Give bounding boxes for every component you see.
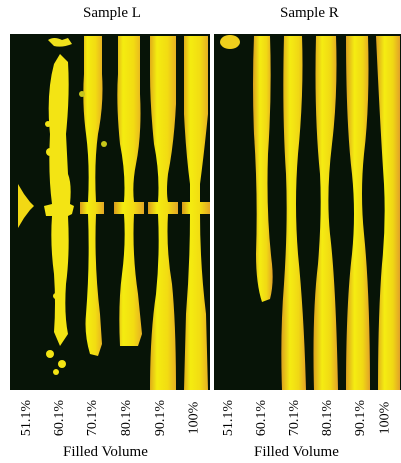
panel-divider: [210, 34, 214, 390]
fill-label-r-4: 80.1%: [320, 399, 336, 437]
specimen-70-l: [79, 36, 107, 356]
fill-label-l-1: 51.1%: [19, 399, 35, 437]
fill-label-l-3: 70.1%: [85, 399, 101, 437]
fill-label-l-4: 80.1%: [119, 399, 135, 437]
fill-label-l-6: 100%: [186, 401, 202, 435]
sample-l-axis-label: Filled Volume: [63, 444, 148, 460]
fill-label-r-1: 51.1%: [221, 399, 237, 437]
specimen-100-l: [182, 36, 210, 390]
sample-l-fill-panel: [10, 34, 210, 390]
fill-label-r-3: 70.1%: [287, 399, 303, 437]
specimen-60-r: [253, 36, 273, 302]
fill-label-r-6: 100%: [377, 401, 393, 435]
specimen-90-l: [148, 36, 178, 390]
fill-label-l-2: 60.1%: [52, 399, 68, 437]
specimen-60-l: [44, 38, 74, 375]
specimen-80-l: [114, 36, 144, 346]
specimen-51-l: [18, 184, 34, 228]
specimen-80-r: [313, 36, 338, 390]
sample-r-axis-label: Filled Volume: [254, 444, 339, 460]
fill-label-l-5: 90.1%: [153, 399, 169, 437]
specimen-100-r: [376, 36, 400, 390]
sample-r-fill-panel: [214, 34, 401, 390]
sample-l-title: Sample L: [83, 5, 141, 21]
sample-r-title: Sample R: [280, 5, 339, 21]
fill-label-r-2: 60.1%: [254, 399, 270, 437]
specimen-90-r: [346, 36, 370, 390]
specimen-70-r: [281, 36, 306, 390]
specimen-51-r: [220, 35, 240, 49]
